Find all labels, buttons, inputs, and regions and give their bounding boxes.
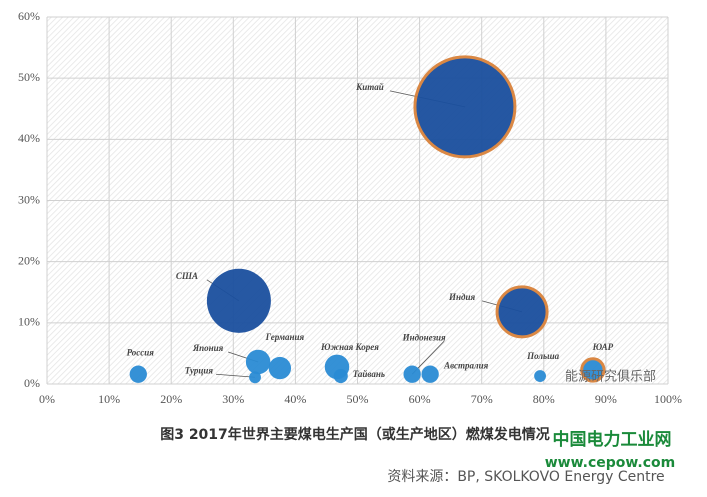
point-label: Германия <box>265 332 305 342</box>
bubble <box>245 349 271 375</box>
x-tick-label: 20% <box>160 392 182 406</box>
bubble <box>495 285 549 339</box>
y-tick-label: 0% <box>24 376 40 390</box>
x-tick-label: 10% <box>98 392 120 406</box>
x-tick-label: 80% <box>533 392 555 406</box>
point-label: Индия <box>448 292 475 302</box>
bubble <box>249 371 261 384</box>
bubble <box>333 368 348 384</box>
bubble <box>206 268 271 333</box>
point-label: Тайвань <box>353 369 385 379</box>
point-label: Польша <box>526 351 560 361</box>
x-tick-label: 90% <box>595 392 617 406</box>
bubble <box>534 370 546 382</box>
site-url: www.cepow.com <box>545 455 676 471</box>
x-tick-label: 50% <box>347 392 369 406</box>
point-label: Южная Корея <box>320 342 379 352</box>
x-tick-label: 40% <box>284 392 306 406</box>
point-label: Япония <box>192 343 224 353</box>
bubble <box>268 356 292 380</box>
y-tick-label: 40% <box>18 131 40 145</box>
x-tick-label: 30% <box>222 392 244 406</box>
point-label: ЮАР <box>592 342 614 352</box>
source: 资料来源：BP, SKOLKOVO Energy Centre <box>387 469 664 485</box>
bubble <box>129 365 147 383</box>
x-tick-label: 70% <box>471 392 493 406</box>
bubble <box>580 357 606 383</box>
y-tick-label: 10% <box>18 315 40 329</box>
bubble <box>413 55 517 159</box>
x-tick-label: 60% <box>409 392 431 406</box>
y-tick-label: 60% <box>18 9 40 23</box>
bubble <box>403 365 421 383</box>
point-label: Россия <box>127 347 155 357</box>
y-tick-label: 20% <box>18 253 40 267</box>
leader-line <box>216 373 256 378</box>
point-label: Индонезия <box>402 332 446 342</box>
y-tick-label: 50% <box>18 70 40 84</box>
x-tick-label: 100% <box>654 392 682 406</box>
point-label: Австралия <box>443 360 489 370</box>
bubble <box>421 365 439 383</box>
watermark: 能源研究俱乐部 <box>565 370 656 385</box>
x-tick-label: 0% <box>39 392 55 406</box>
point-label: Китай <box>355 82 384 92</box>
point-label: Турция <box>185 365 214 375</box>
caption: 图3 2017年世界主要煤电生产国（或生产地区）燃煤发电情况 <box>160 426 550 443</box>
site-name: 中国电力工业网 <box>553 429 672 450</box>
point-label: США <box>176 271 198 281</box>
y-tick-label: 30% <box>18 192 40 206</box>
